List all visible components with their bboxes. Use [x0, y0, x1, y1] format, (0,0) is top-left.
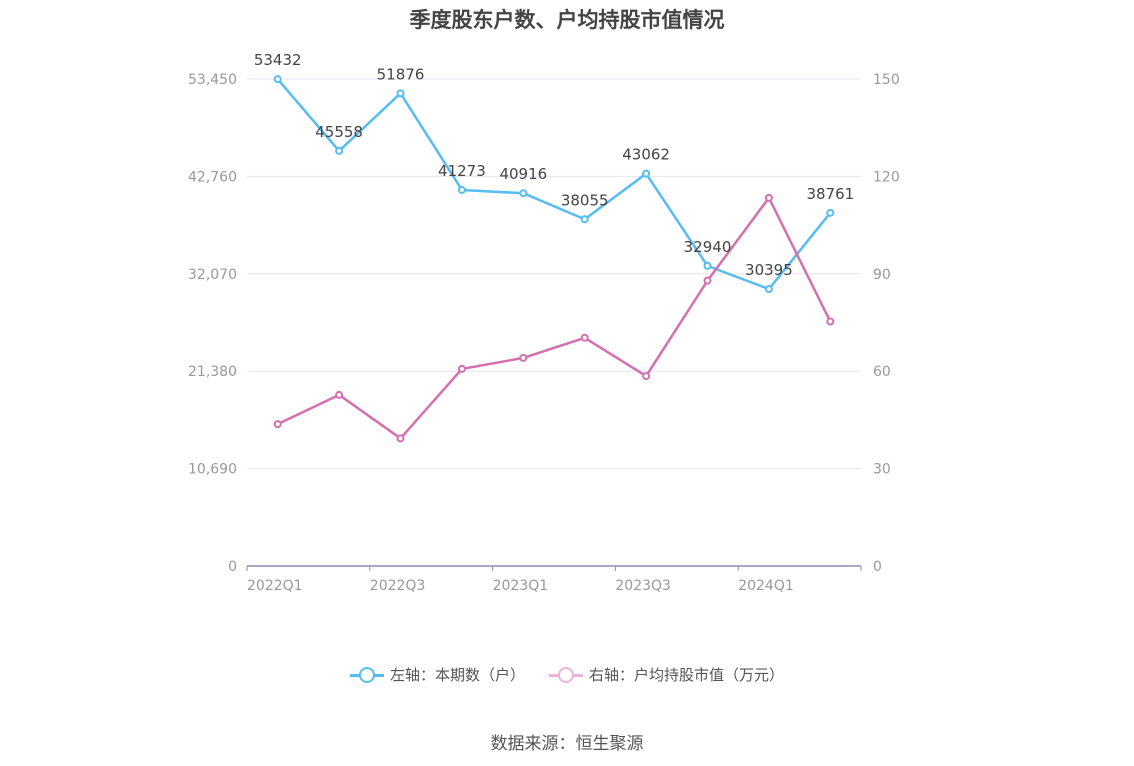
series-line-1 [276, 78, 832, 291]
data-point-1 [396, 89, 405, 98]
data-label: 53432 [254, 51, 302, 69]
data-point-1 [519, 189, 528, 198]
x-tick-label: 2022Q3 [370, 578, 426, 594]
x-tick-label: 2023Q1 [493, 578, 549, 594]
data-point-2 [273, 420, 282, 429]
data-point-1 [457, 185, 466, 194]
y-left-tick-label: 32,070 [188, 267, 237, 283]
data-point-1 [642, 169, 651, 178]
x-tick-label: 2024Q1 [738, 578, 794, 594]
legend: 左轴：本期数（户） 右轴：户均持股市值（万元） [0, 664, 1134, 685]
data-point-2 [396, 434, 405, 443]
chart-title: 季度股东户数、户均持股市值情况 [409, 8, 725, 32]
data-label: 41273 [438, 162, 486, 180]
legend-item-right-axis[interactable]: 右轴：户均持股市值（万元） [549, 664, 784, 685]
legend-label-left: 左轴：本期数（户） [389, 666, 525, 684]
series-line-2 [277, 196, 832, 440]
y-right-tick-label: 150 [873, 72, 900, 88]
data-point-1 [335, 146, 344, 155]
data-point-1 [273, 75, 282, 84]
data-point-1 [764, 285, 773, 294]
data-label: 40916 [499, 165, 547, 183]
data-point-1 [703, 261, 712, 270]
x-tick-label: 2023Q3 [615, 578, 671, 594]
data-label: 38055 [561, 191, 609, 209]
data-label: 30395 [745, 261, 793, 279]
data-label: 43062 [622, 146, 670, 164]
y-left-tick-label: 0 [228, 559, 237, 575]
data-label: 32940 [684, 238, 732, 256]
data-point-1 [826, 208, 835, 217]
x-tick-label: 2022Q1 [247, 578, 303, 594]
data-point-2 [764, 193, 773, 202]
data-labels: 53432 45558 51876 41273 40916 38055 43062 32940… [254, 51, 854, 279]
y-left-tick-label: 42,760 [188, 169, 237, 185]
data-label: 38761 [806, 185, 854, 203]
data-point-2 [580, 333, 589, 342]
y-right-tick-label: 0 [873, 559, 882, 575]
data-point-2 [642, 372, 651, 381]
y-left-tick-label: 10,690 [188, 462, 237, 478]
data-point-2 [519, 353, 528, 362]
legend-swatch-blue [349, 665, 384, 685]
data-point-2 [826, 317, 835, 326]
legend-label-right: 右轴：户均持股市值（万元） [589, 666, 785, 684]
data-label: 45558 [315, 123, 363, 141]
data-point-2 [457, 364, 466, 373]
y-left-tick-label: 53,450 [188, 72, 237, 88]
axes: 0 0 10,690 30 21,380 60 32,070 90 42,760 120 53,45… [188, 72, 900, 594]
data-source: 数据来源：恒生聚源 [490, 734, 644, 754]
series [273, 75, 835, 443]
y-right-tick-label: 30 [873, 462, 891, 478]
data-point-1 [580, 215, 589, 224]
data-label: 51876 [377, 65, 425, 83]
legend-item-left-axis[interactable]: 左轴：本期数（户） [349, 664, 525, 685]
legend-swatch-pink [549, 665, 583, 685]
y-right-tick-label: 90 [873, 267, 891, 283]
y-right-tick-label: 120 [873, 169, 900, 185]
data-point-2 [703, 276, 712, 285]
gridlines [247, 78, 861, 470]
y-right-tick-label: 60 [873, 364, 891, 380]
y-left-tick-label: 21,380 [188, 364, 237, 380]
data-point-2 [335, 390, 344, 399]
